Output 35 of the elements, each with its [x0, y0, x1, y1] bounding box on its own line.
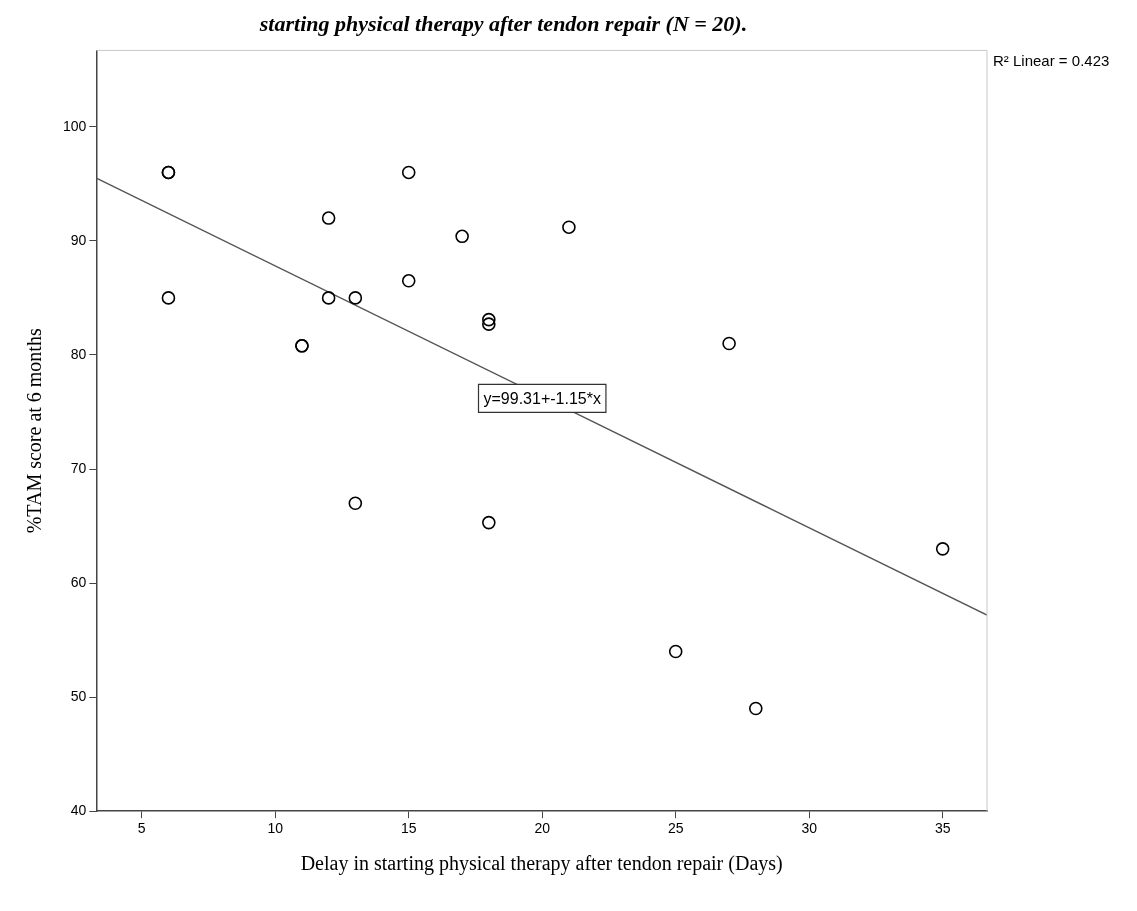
- text: R² Linear = 0.423: [993, 52, 1110, 70]
- point: [161, 291, 176, 305]
- point: [321, 211, 336, 225]
- point: [482, 515, 496, 530]
- point: [455, 229, 469, 244]
- x-tick-label: 15: [400, 820, 417, 837]
- x-tick-label: 30: [801, 820, 818, 837]
- point: [722, 336, 736, 351]
- point: [562, 220, 576, 234]
- y-axis-title: %TAM score at 6 months: [23, 328, 46, 534]
- point: [935, 542, 950, 556]
- point: [401, 274, 416, 288]
- point: [348, 496, 363, 511]
- x-tick-label: 25: [667, 820, 684, 837]
- chart-title: starting physical therapy after tendon repair (N = 20).: [258, 10, 748, 36]
- point: [348, 291, 363, 305]
- x-axis-title: Delay in starting physical therapy after tendon repair (Days): [300, 852, 783, 876]
- x-tick-label: 10: [267, 820, 284, 837]
- x-tick-label: 5: [137, 820, 146, 837]
- annotation: y=99.31+-1.15*x: [483, 389, 601, 407]
- point: [482, 317, 496, 331]
- point: [482, 312, 496, 327]
- x-tick-label: 35: [934, 820, 951, 837]
- x-tick-label: 20: [534, 820, 551, 837]
- y-tick-label: 40: [70, 802, 87, 819]
- point: [749, 701, 763, 716]
- y-tick-label: 60: [70, 573, 87, 590]
- y-tick-label: 80: [70, 345, 87, 362]
- point: [401, 165, 416, 180]
- y-tick-label: 100: [63, 117, 87, 134]
- y-tick-label: 90: [70, 231, 87, 248]
- point: [321, 291, 336, 305]
- y-tick-label: 50: [70, 688, 87, 704]
- y-tick-label: 70: [70, 459, 87, 476]
- point: [668, 644, 683, 659]
